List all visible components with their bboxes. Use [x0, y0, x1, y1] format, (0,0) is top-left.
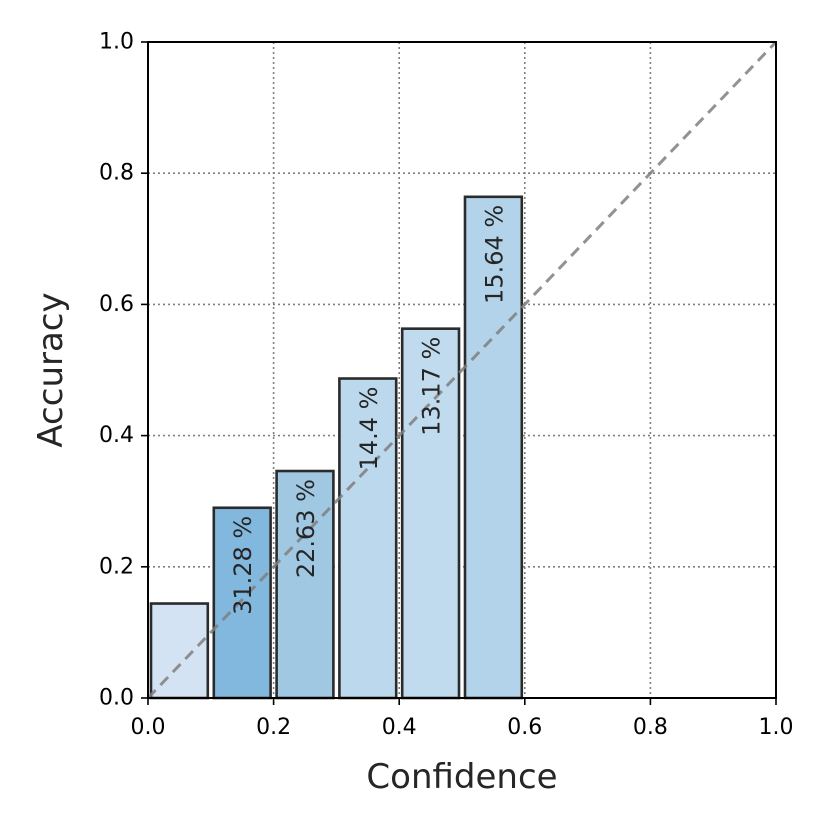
bar-percentage-label: 22.63 % — [292, 479, 320, 578]
bar — [463, 195, 524, 700]
bar — [338, 377, 398, 700]
y-tick-labels: 0.0 0.2 0.4 0.6 0.8 1.0 — [99, 30, 134, 711]
bars — [149, 195, 524, 700]
x-tick-label: 0.2 — [256, 715, 291, 740]
y-tick-label: 0.4 — [99, 423, 134, 448]
y-tick-label: 1.0 — [99, 30, 134, 55]
bar-percentage-label: 15.64 % — [480, 205, 508, 304]
x-tick-label: 0.0 — [131, 715, 166, 740]
x-tick-label: 0.4 — [382, 715, 417, 740]
x-tick-label: 1.0 — [759, 715, 794, 740]
y-tick-label: 0.2 — [99, 554, 134, 579]
x-tick-label: 0.6 — [507, 715, 542, 740]
x-tick-labels: 0.0 0.2 0.4 0.6 0.8 1.0 — [131, 715, 794, 740]
ticks — [141, 41, 777, 705]
bar-labels: 31.28 % 22.63 % 14.4 % 13.17 % 15.64 % — [229, 205, 508, 615]
bar-percentage-label: 13.17 % — [418, 337, 446, 436]
x-tick-label: 0.8 — [633, 715, 668, 740]
y-tick-label: 0.8 — [99, 161, 134, 186]
bar-percentage-label: 14.4 % — [355, 387, 383, 471]
perfect-calibration-line — [146, 40, 778, 700]
grid — [148, 42, 776, 698]
y-axis-label: Accuracy — [31, 292, 71, 447]
y-tick-label: 0.6 — [99, 292, 134, 317]
x-axis-label: Confidence — [366, 757, 557, 797]
bar-percentage-label: 31.28 % — [229, 516, 257, 615]
plot-frame — [147, 41, 777, 699]
y-tick-label: 0.0 — [99, 686, 134, 711]
bar — [275, 469, 335, 700]
